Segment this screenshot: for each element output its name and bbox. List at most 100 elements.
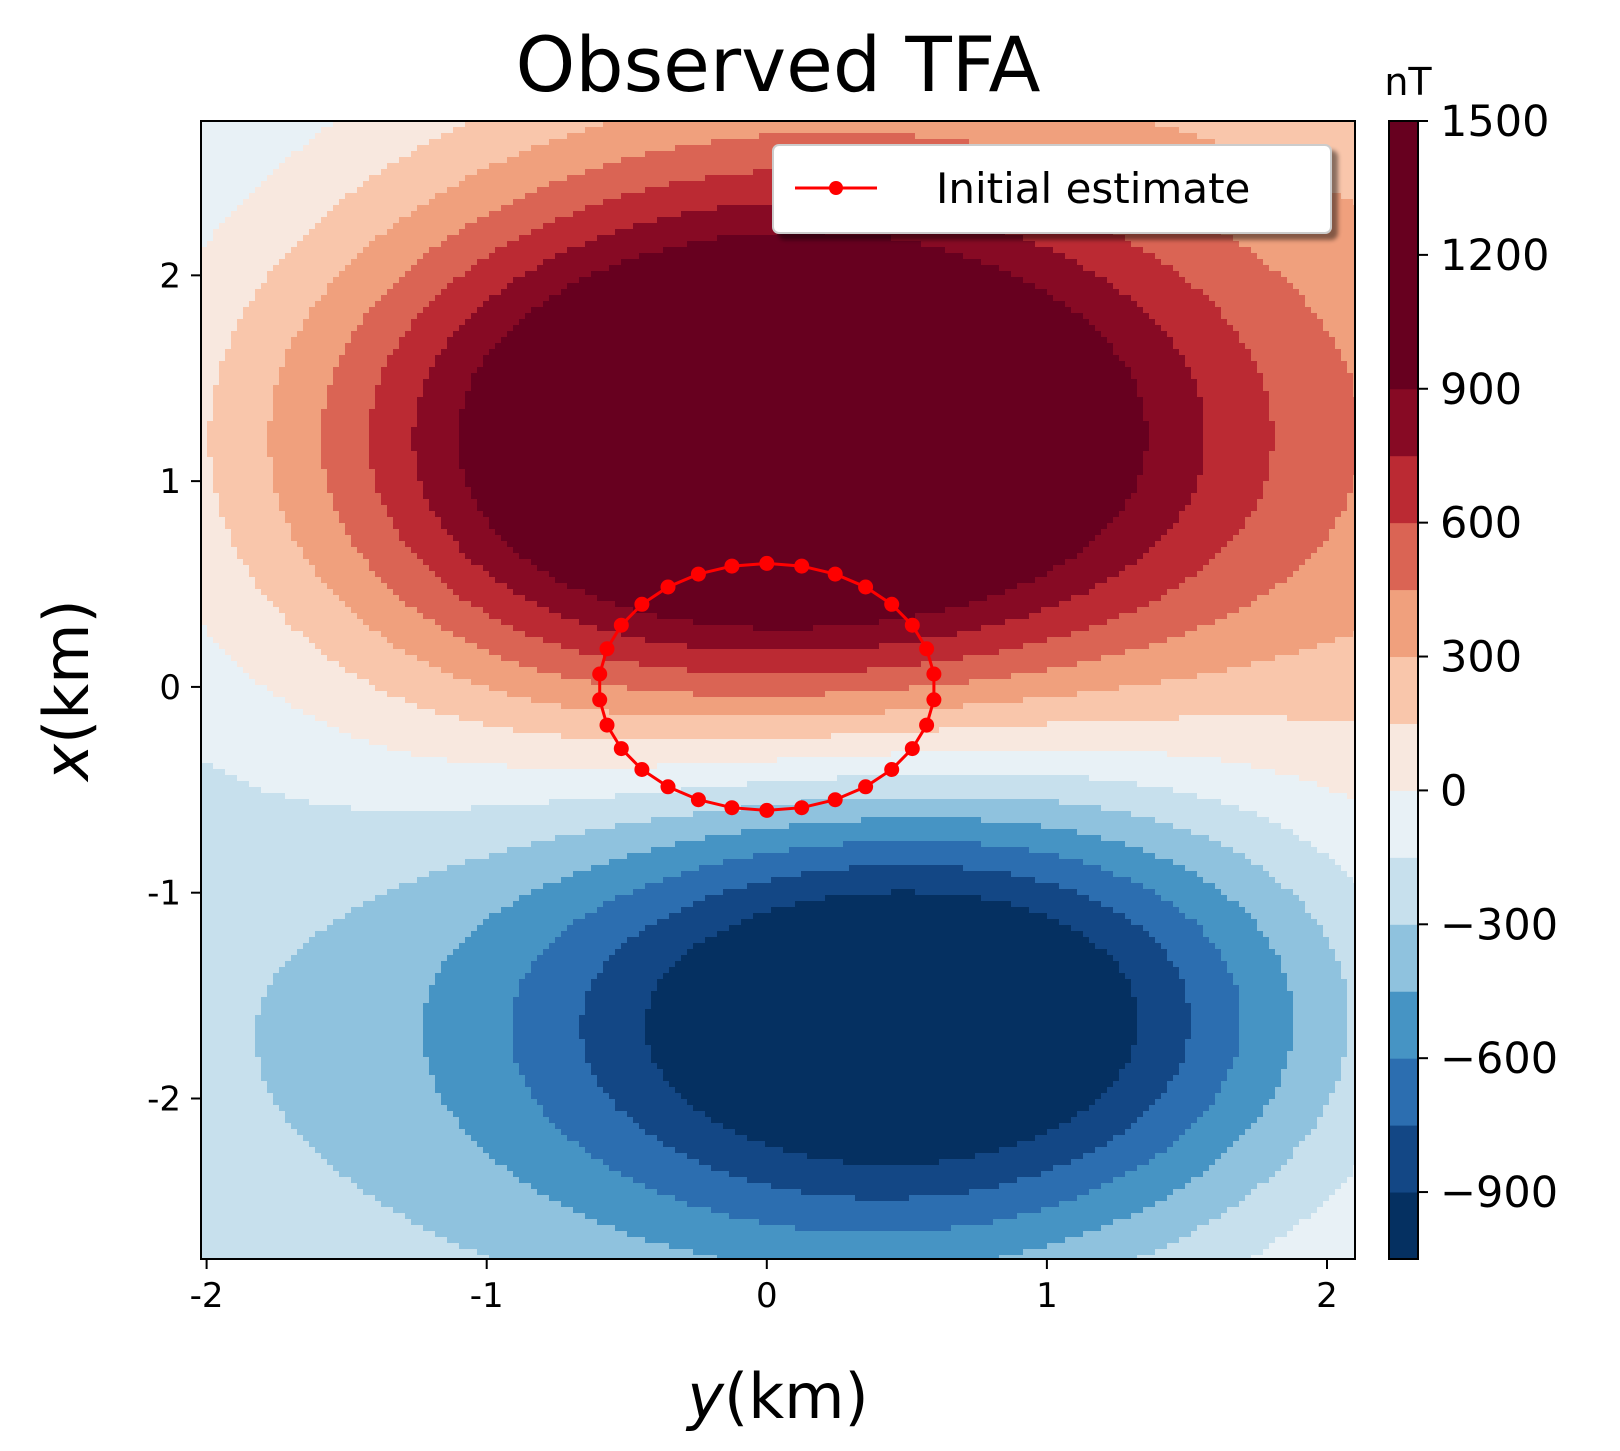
contour-cell <box>261 139 268 146</box>
contour-cell <box>1011 127 1018 134</box>
contour-cell <box>1149 241 1156 248</box>
contour-cell <box>669 229 676 236</box>
contour-cell <box>987 259 994 266</box>
contour-cell <box>519 187 526 194</box>
contour-cell <box>717 133 724 140</box>
contour-cell <box>375 169 382 176</box>
contour-cell <box>999 127 1006 134</box>
contour-cell <box>639 193 646 200</box>
contour-cell <box>1245 241 1252 248</box>
contour-cell <box>699 241 706 248</box>
contour-cell <box>399 247 406 254</box>
contour-cell <box>315 241 322 248</box>
contour-cell <box>1023 253 1030 260</box>
contour-cell <box>321 235 328 242</box>
contour-cell <box>993 127 1000 134</box>
contour-cell <box>963 127 970 134</box>
contour-cell <box>1005 253 1012 260</box>
contour-cell <box>291 259 298 266</box>
contour-cell <box>231 145 238 152</box>
contour-cell <box>885 247 892 254</box>
contour-cell <box>279 175 286 182</box>
contour-cell <box>543 205 550 212</box>
contour-cell <box>531 223 538 230</box>
contour-cell <box>531 181 538 188</box>
contour-cell <box>369 247 376 254</box>
contour-cell <box>213 259 220 266</box>
contour-cell <box>1341 145 1348 152</box>
contour-cell <box>687 253 694 260</box>
contour-cell <box>345 139 352 146</box>
contour-cell <box>261 169 268 176</box>
contour-cell <box>663 259 670 266</box>
contour-cell <box>333 205 340 212</box>
contour-cell <box>561 163 568 170</box>
contour-cell <box>993 253 1000 260</box>
contour-cell <box>417 199 424 206</box>
contour-cell <box>255 187 262 194</box>
contour-cell <box>657 145 664 152</box>
contour-cell <box>963 133 970 140</box>
contour-cell <box>633 217 640 224</box>
contour-cell <box>963 259 970 266</box>
contour-cell <box>813 259 820 266</box>
contour-cell <box>1227 133 1234 140</box>
contour-cell <box>921 127 928 134</box>
contour-cell <box>567 169 574 176</box>
contour-cell <box>879 241 886 248</box>
contour-cell <box>675 175 682 182</box>
contour-cell <box>567 223 574 230</box>
contour-cell <box>1131 241 1138 248</box>
contour-cell <box>789 241 796 248</box>
contour-cell <box>753 157 760 164</box>
contour-cell <box>1293 247 1300 254</box>
contour-cell <box>309 157 316 164</box>
contour-cell <box>333 265 340 272</box>
contour-cell <box>537 241 544 248</box>
contour-cell <box>1239 253 1246 260</box>
contour-cell <box>885 133 892 140</box>
contour-cell <box>387 133 394 140</box>
contour-cell <box>1137 133 1144 140</box>
contour-cell <box>219 229 226 236</box>
contour-cell <box>249 235 256 242</box>
contour-cell <box>333 247 340 254</box>
contour-cell <box>1119 253 1126 260</box>
contour-cell <box>933 259 940 266</box>
contour-cell <box>309 187 316 194</box>
contour-cell <box>693 241 700 248</box>
contour-cell <box>435 145 442 152</box>
contour-cell <box>717 217 724 224</box>
contour-cell <box>651 241 658 248</box>
contour-cell <box>303 187 310 194</box>
contour-cell <box>975 127 982 134</box>
contour-cell <box>321 145 328 152</box>
contour-cell <box>339 217 346 224</box>
contour-cell <box>423 133 430 140</box>
contour-cell <box>411 145 418 152</box>
contour-cell <box>885 253 892 260</box>
contour-cell <box>441 193 448 200</box>
contour-cell <box>309 205 316 212</box>
contour-cell <box>489 259 496 266</box>
contour-cell <box>399 187 406 194</box>
contour-cell <box>375 163 382 170</box>
contour-cell <box>267 145 274 152</box>
contour-cell <box>237 241 244 248</box>
contour-cell <box>621 259 628 266</box>
contour-cell <box>639 229 646 236</box>
contour-cell <box>543 211 550 218</box>
contour-cell <box>219 259 226 266</box>
contour-cell <box>381 133 388 140</box>
contour-cell <box>591 193 598 200</box>
contour-cell <box>645 187 652 194</box>
contour-cell <box>1347 163 1354 170</box>
contour-cell <box>435 247 442 254</box>
contour-cell <box>879 247 886 254</box>
contour-cell <box>1329 133 1336 140</box>
contour-cell <box>1221 241 1228 248</box>
contour-cell <box>1317 127 1324 134</box>
contour-cell <box>243 181 250 188</box>
contour-cell <box>1353 139 1360 146</box>
contour-cell <box>1179 253 1186 260</box>
